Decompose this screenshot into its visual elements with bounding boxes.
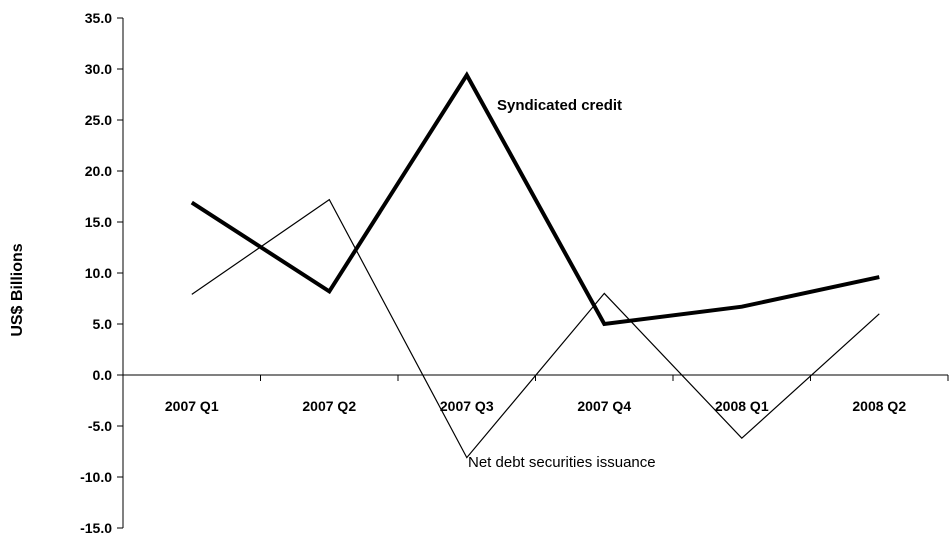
y-tick-label: 25.0	[85, 112, 112, 128]
series-label-syndicated-credit: Syndicated credit	[497, 97, 622, 114]
x-tick-label: 2007 Q1	[165, 398, 219, 414]
y-tick-label: 10.0	[85, 265, 112, 281]
x-tick-label: 2007 Q4	[577, 398, 631, 414]
x-axis: 2007 Q1 2007 Q2 2007 Q3 2007 Q4 2008 Q1 2008 …	[122, 374, 949, 414]
y-tick-label: 0.0	[93, 367, 113, 383]
series-layer	[190, 71, 880, 459]
y-tick-label: 35.0	[85, 10, 112, 26]
series-line-net-debt-securities-issuance	[191, 198, 880, 459]
y-axis: 35.0 30.0 25.0 20.0 15.0 10.0 5.0 0.0 -5.0 -10.0 -…	[80, 10, 124, 536]
y-tick-label: 30.0	[85, 61, 112, 77]
y-tick-label: 15.0	[85, 214, 112, 230]
x-tick-label: 2007 Q2	[302, 398, 356, 414]
y-tick-label: 20.0	[85, 163, 112, 179]
y-tick-label: -15.0	[80, 520, 112, 536]
y-tick-label: -5.0	[88, 418, 112, 434]
y-axis-title: US$ Billions	[9, 243, 26, 336]
y-tick-label: -10.0	[80, 469, 112, 485]
series-label-net-debt-securities-issuance: Net debt securities issuance	[468, 454, 656, 471]
series-line-syndicated-credit	[190, 71, 880, 327]
x-tick-label: 2007 Q3	[440, 398, 494, 414]
x-tick-label: 2008 Q2	[852, 398, 906, 414]
y-tick-label: 5.0	[93, 316, 113, 332]
x-tick-label: 2008 Q1	[715, 398, 769, 414]
